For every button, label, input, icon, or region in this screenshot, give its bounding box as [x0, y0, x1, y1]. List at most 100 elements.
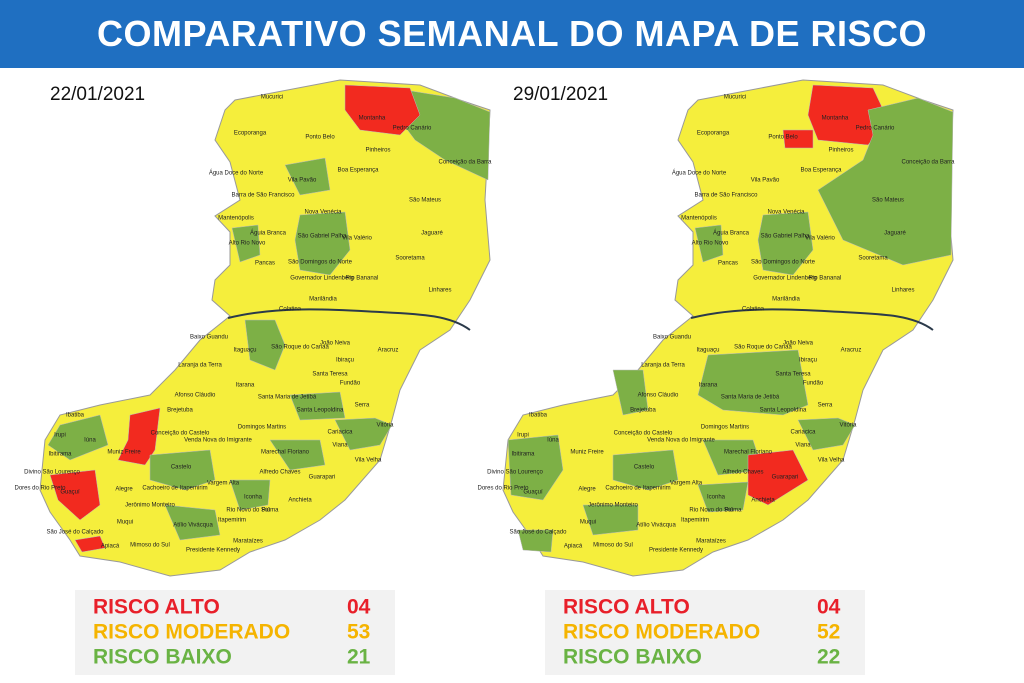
region: [612, 449, 679, 491]
municipality-label: Barra de São Francisco: [694, 193, 758, 199]
municipality-label: Ecoporanga: [697, 131, 730, 137]
municipality-label: Alfredo Chaves: [259, 470, 300, 476]
municipality-label: Aracruz: [378, 348, 399, 354]
municipality-label: Viana: [795, 443, 811, 449]
municipality-label: Santa Maria de Jetibá: [258, 395, 317, 401]
municipality-label: Pinheiros: [828, 148, 853, 154]
municipality-label: Castelo: [634, 465, 655, 471]
region: [517, 529, 554, 553]
municipality-label: São Roque do Canaã: [271, 345, 329, 351]
municipality-label: Atílio Vivácqua: [173, 523, 213, 529]
region: [74, 535, 106, 553]
region: [507, 434, 564, 501]
municipality-label: Laranja da Terra: [178, 363, 222, 369]
municipality-label: São José do Calçado: [46, 530, 104, 536]
municipality-label: Mimoso do Sul: [593, 543, 633, 549]
municipality-label: Marechal Floriano: [261, 450, 310, 456]
municipality-label: Apiacá: [101, 544, 120, 550]
municipality-label: Alegre: [115, 487, 133, 493]
municipality-label: Mantenópolis: [218, 216, 254, 222]
municipality-label: Anchieta: [288, 498, 312, 504]
map: Mucurici Montanha Pedro Canário Ecoporanga P…: [14, 79, 492, 577]
municipality-label: Venda Nova do Imigrante: [647, 438, 715, 444]
municipality-label: Serra: [818, 403, 833, 409]
municipality-label: Guaçuí: [523, 490, 543, 496]
municipality-label: Sooretama: [395, 256, 425, 262]
municipality-label: Rio Bananal: [346, 276, 379, 282]
municipality-label: Vila Pavão: [288, 178, 317, 184]
municipality-label: Conceição da Barra: [438, 160, 492, 166]
municipality-label: Santa Leopoldina: [760, 408, 807, 414]
municipality-label: Mucurici: [724, 95, 746, 101]
municipality-label: Ibatiba: [529, 413, 548, 419]
municipality-label: Marataízes: [696, 539, 726, 545]
river: [227, 308, 471, 331]
municipality-label: Jerônimo Monteiro: [588, 503, 638, 509]
municipality-label: Alto Rio Novo: [229, 241, 266, 247]
municipality-label: Pinheiros: [365, 148, 390, 154]
municipality-label: Muniz Freire: [107, 450, 141, 456]
municipality-label: Sooretama: [858, 256, 888, 262]
municipality-label: Conceição da Barra: [901, 160, 955, 166]
date: 22/01/2021: [50, 84, 145, 105]
title: COMPARATIVO SEMANAL DO MAPA DE RISCO: [0, 0, 1024, 68]
municipality-label: Divino São Lourenço: [24, 470, 80, 476]
municipality-label: Mimoso do Sul: [130, 543, 170, 549]
municipality-label: Apiacá: [564, 544, 583, 550]
municipality-label: Muniz Freire: [570, 450, 604, 456]
municipality-label: Jaguaré: [884, 231, 906, 237]
municipality-label: Alegre: [578, 487, 596, 493]
legend-count: 04: [347, 596, 371, 619]
municipality-label: Castelo: [171, 465, 192, 471]
municipality-label: Pedro Canário: [393, 126, 432, 132]
map: Mucurici Montanha Pedro Canário Ecoporanga P…: [477, 79, 955, 577]
municipality-label: São Gabriel Palha: [298, 234, 347, 240]
municipality-label: Águia Branca: [713, 230, 750, 237]
municipality-label: Serra: [355, 403, 370, 409]
municipality-label: Vitória: [377, 423, 395, 429]
municipality-label: Brejetuba: [167, 408, 193, 414]
municipality-label: Vila Valério: [805, 236, 835, 242]
municipality-label: São Gabriel Palha: [761, 234, 810, 240]
municipality-label: João Neiva: [783, 341, 814, 347]
municipality-label: São Mateus: [872, 198, 904, 204]
region: [289, 391, 346, 421]
municipality-label: Montanha: [359, 116, 386, 122]
region: [229, 479, 271, 511]
region: [334, 417, 393, 451]
municipality-label: Domingos Martins: [701, 425, 749, 431]
municipality-label: Rio Novo do Sul: [689, 508, 732, 514]
municipality-label: Marechal Floriano: [724, 450, 773, 456]
municipality-label: Itapemirim: [218, 518, 246, 524]
municipality-label: Afonso Cláudio: [175, 393, 216, 399]
municipality-label: Atílio Vivácqua: [636, 523, 676, 529]
region: [269, 439, 326, 471]
municipality-label: Dores do Rio Preto: [477, 486, 529, 492]
legend-label: RISCO MODERADO: [563, 621, 760, 644]
legend-label: RISCO BAIXO: [93, 646, 232, 669]
municipality-label: Iúna: [84, 438, 96, 444]
municipality-label: Vila Pavão: [751, 178, 780, 184]
municipality-label: Itarana: [699, 383, 718, 389]
municipality-label: Itaguaçu: [233, 348, 256, 354]
municipality-label: Fundão: [803, 381, 824, 387]
legend-count: 04: [817, 596, 841, 619]
region: [807, 84, 889, 146]
municipality-label: Domingos Martins: [238, 425, 286, 431]
region: [49, 469, 101, 521]
municipality-label: Vargem Alta: [670, 481, 703, 487]
municipality-label: Linhares: [428, 288, 451, 294]
region: [149, 449, 216, 491]
municipality-label: Cariacica: [327, 430, 353, 436]
legend-label: RISCO MODERADO: [93, 621, 290, 644]
municipality-label: Ibiraçu: [799, 358, 817, 364]
municipality-label: Pancas: [255, 261, 275, 267]
municipality-label: Irupi: [54, 433, 66, 439]
municipality-label: São Mateus: [409, 198, 441, 204]
region: [284, 157, 331, 196]
municipality-label: Ibitirama: [48, 452, 72, 458]
municipality-label: Dores do Rio Preto: [14, 486, 66, 492]
municipality-label: São Domingos do Norte: [288, 260, 353, 266]
municipality-label: Santa Teresa: [312, 372, 348, 378]
